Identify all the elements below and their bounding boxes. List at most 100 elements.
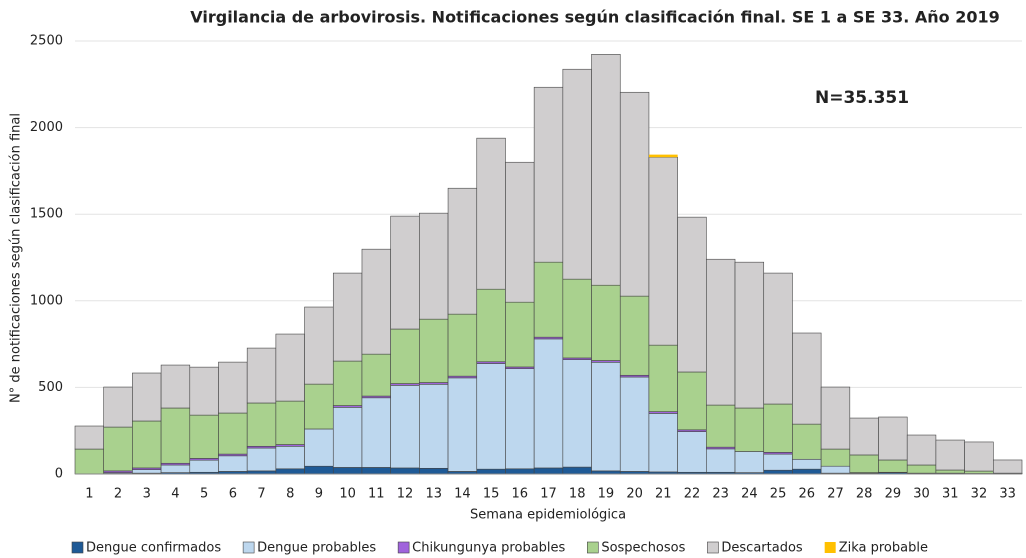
bar-segment	[820, 465, 851, 474]
bar-segment	[361, 248, 391, 355]
x-tick-label: 23	[712, 487, 729, 502]
x-tick-label: 18	[569, 487, 586, 502]
x-tick-label: 15	[483, 487, 500, 502]
x-tick-label: 28	[856, 487, 873, 502]
bar-segment	[619, 91, 650, 297]
bar-segment	[103, 426, 133, 472]
legend-swatch	[707, 541, 719, 554]
bar-segment	[792, 458, 822, 470]
bar-segment	[648, 344, 678, 412]
x-tick-label: 33	[999, 487, 1016, 502]
bar-segment	[820, 448, 851, 467]
bar-segment	[562, 68, 592, 280]
x-tick-label: 9	[315, 487, 323, 502]
legend-swatch	[397, 541, 410, 554]
bar-segment	[906, 434, 937, 466]
legend-label: Dengue probables	[257, 541, 376, 556]
bar-segment	[591, 284, 621, 361]
bar-segment	[906, 464, 937, 474]
legend-label: Dengue confirmados	[86, 541, 221, 556]
bar-segment	[304, 465, 334, 475]
x-tick-label: 10	[339, 487, 356, 502]
bar-segment	[763, 469, 793, 475]
bar-segment	[706, 448, 736, 473]
bar-segment	[476, 468, 506, 475]
bar-segment	[619, 376, 650, 472]
bar-segment	[304, 428, 334, 467]
x-tick-label: 31	[942, 487, 959, 502]
annotation: N=35.351	[815, 88, 909, 108]
bar-segment	[706, 258, 736, 406]
legend-swatch	[71, 541, 84, 554]
bar-segment	[332, 360, 363, 406]
bar-segment	[533, 261, 564, 338]
bar-segment	[447, 313, 478, 377]
legend-label: Sospechosos	[601, 541, 685, 556]
bar-segment	[332, 467, 363, 475]
bar-segment	[189, 414, 219, 459]
x-tick-label: 8	[286, 487, 294, 502]
bar-segment	[332, 407, 363, 468]
bar-segment	[476, 288, 506, 363]
bar-segment	[849, 454, 879, 473]
bar-segment	[505, 368, 535, 470]
bar-segment	[820, 386, 851, 450]
x-tick-label: 16	[512, 487, 529, 502]
x-tick-label: 6	[229, 487, 237, 502]
bar-segment	[792, 423, 822, 460]
bar-segment	[562, 278, 592, 359]
bar-segment	[390, 215, 420, 330]
bar-segment	[419, 383, 449, 469]
bar-segment	[562, 466, 592, 475]
x-tick-label: 21	[655, 487, 672, 502]
bar-segment	[160, 464, 191, 473]
bar-segment	[275, 445, 305, 470]
bar-segment	[734, 407, 765, 452]
y-axis-label: N° de notificaciones según clasificación…	[9, 113, 24, 403]
y-tick-label: 1000	[30, 293, 63, 308]
x-tick-label: 3	[143, 487, 151, 502]
bar-segment	[505, 468, 535, 475]
bar-segment	[361, 397, 391, 468]
bar-segment	[677, 216, 707, 373]
bar-segment	[591, 361, 621, 472]
bar-segment	[275, 333, 305, 402]
bar-segment	[935, 469, 965, 474]
x-tick-label: 24	[741, 487, 758, 502]
bar-segment	[419, 212, 449, 320]
bar-segment	[218, 361, 248, 414]
bar-segment	[964, 441, 994, 472]
bar-segment	[390, 385, 420, 469]
bar-segment	[734, 261, 765, 409]
bar-segment	[218, 412, 248, 455]
bar-segment	[706, 404, 736, 448]
x-tick-label: 1	[85, 487, 93, 502]
bar-segment	[505, 301, 535, 368]
bar-segment	[447, 187, 478, 315]
bar-segment	[792, 332, 822, 425]
y-tick-label: 2000	[30, 120, 63, 135]
bar-segment	[218, 455, 248, 472]
bar-segment	[648, 154, 678, 158]
x-tick-label: 32	[971, 487, 988, 502]
legend-swatch	[242, 541, 255, 554]
bar-segment	[648, 413, 678, 473]
bar-segment	[964, 470, 994, 474]
bar-segment	[361, 353, 391, 397]
x-tick-label: 26	[798, 487, 815, 502]
legend-swatch	[587, 541, 599, 554]
bar-segment	[132, 420, 162, 469]
bar-segment	[132, 469, 162, 474]
x-tick-label: 11	[368, 487, 385, 502]
bar-segment	[304, 306, 334, 385]
bar-segment	[591, 54, 621, 286]
x-tick-label: 25	[770, 487, 787, 502]
bar-segment	[246, 402, 277, 447]
bar-segment	[447, 377, 478, 472]
bar-segment	[189, 366, 219, 416]
bar-segment	[132, 372, 162, 422]
legend-swatch	[824, 542, 836, 553]
bar-segment	[74, 425, 104, 450]
bar-segment	[189, 459, 219, 473]
